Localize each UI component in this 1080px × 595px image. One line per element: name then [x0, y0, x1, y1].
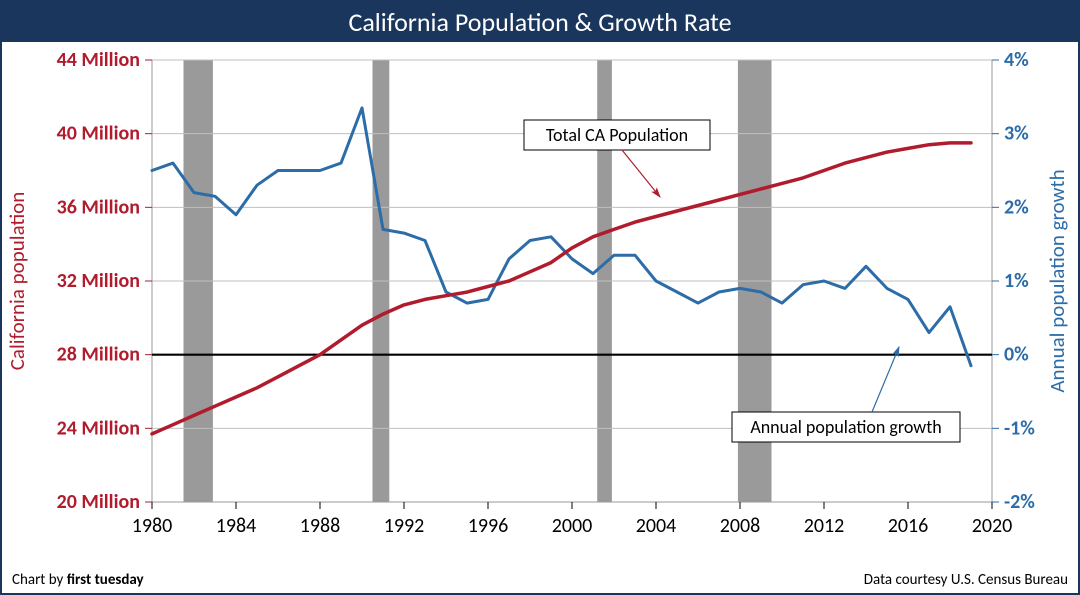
svg-text:20 Million: 20 Million	[57, 490, 140, 514]
svg-text:32 Million: 32 Million	[57, 269, 140, 293]
y-right-ticks: -2% -1% 0% 1% 2% 3% 4%	[992, 48, 1035, 514]
chart-container: California Population & Growth Rate 1980…	[0, 0, 1080, 595]
y-left-title: California population	[4, 192, 30, 371]
svg-text:2016: 2016	[888, 514, 929, 538]
svg-text:1980: 1980	[132, 514, 173, 538]
chart-svg: 1980 1984 1988 1992 1996 2000 2004 2008 2012 2016…	[2, 42, 1080, 566]
svg-text:24 Million: 24 Million	[57, 416, 140, 440]
svg-text:2000: 2000	[552, 514, 593, 538]
svg-text:1992: 1992	[384, 514, 425, 538]
population-line	[152, 143, 971, 434]
svg-text:-1%: -1%	[1004, 416, 1035, 440]
svg-text:0%: 0%	[1004, 343, 1029, 367]
footer-left-bold: first tuesday	[67, 571, 144, 589]
x-ticks: 1980 1984 1988 1992 1996 2000 2004 2008 2012 2016…	[132, 502, 1013, 538]
svg-text:2008: 2008	[720, 514, 761, 538]
svg-text:1988: 1988	[300, 514, 341, 538]
svg-text:1996: 1996	[468, 514, 509, 538]
svg-text:44 Million: 44 Million	[57, 48, 140, 72]
chart-area: 1980 1984 1988 1992 1996 2000 2004 2008 2012 2016…	[2, 42, 1080, 566]
svg-text:2012: 2012	[804, 514, 845, 538]
svg-text:2020: 2020	[972, 514, 1013, 538]
footer-left-prefix: Chart by	[12, 571, 67, 589]
svg-text:1%: 1%	[1004, 269, 1029, 293]
svg-text:2%: 2%	[1004, 195, 1029, 219]
footer-left: Chart by first tuesday	[12, 571, 144, 589]
chart-title: California Population & Growth Rate	[2, 2, 1078, 42]
footer-right: Data courtesy U.S. Census Bureau	[864, 571, 1068, 589]
svg-text:2004: 2004	[636, 514, 677, 538]
svg-text:4%: 4%	[1004, 48, 1029, 72]
svg-text:-2%: -2%	[1004, 490, 1035, 514]
svg-text:3%: 3%	[1004, 122, 1029, 146]
svg-text:Total CA Population: Total CA Population	[546, 124, 688, 146]
svg-text:28 Million: 28 Million	[57, 343, 140, 367]
svg-text:40 Million: 40 Million	[57, 122, 140, 146]
chart-footer: Chart by first tuesday Data courtesy U.S…	[2, 565, 1078, 593]
callout: Total CA Population	[524, 120, 710, 197]
svg-text:36 Million: 36 Million	[57, 195, 140, 219]
y-right-title: Annual population growth	[1044, 169, 1070, 392]
svg-text:Annual population growth: Annual population growth	[750, 416, 941, 438]
y-left-ticks: 20 Million 24 Million 28 Million 32 Million…	[57, 48, 152, 514]
svg-text:1984: 1984	[216, 514, 257, 538]
